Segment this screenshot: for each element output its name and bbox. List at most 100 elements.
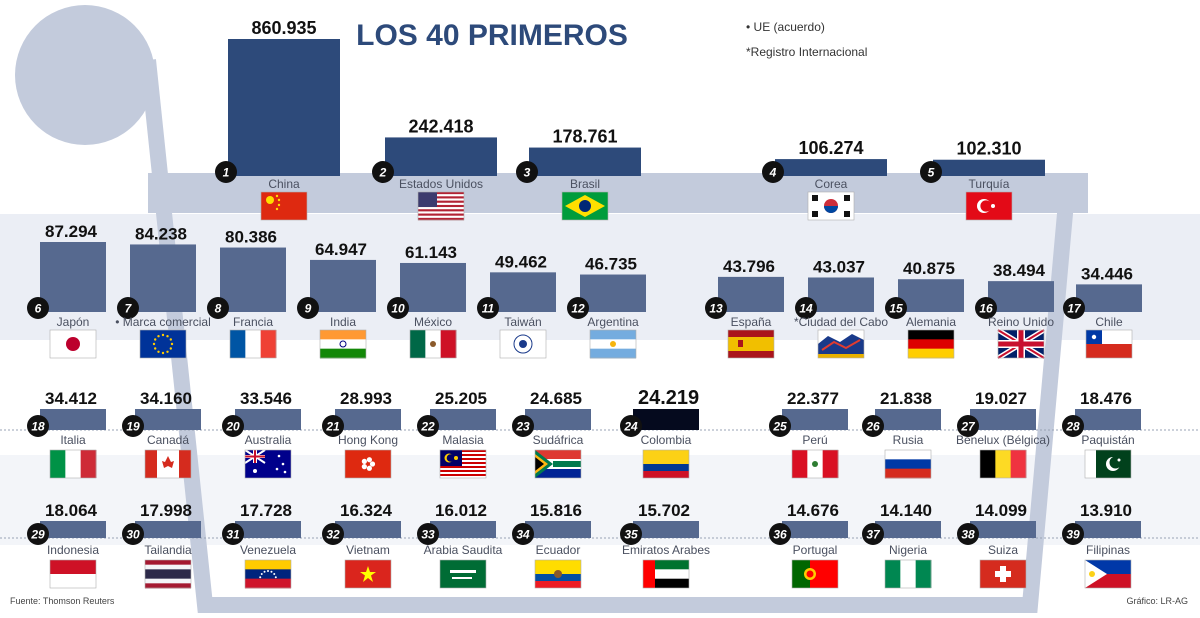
rank-number: 15 <box>889 302 903 316</box>
bar <box>1076 284 1142 312</box>
value-label: 64.947 <box>315 240 367 259</box>
flag-ch-icon <box>979 559 1027 589</box>
value-label: 34.160 <box>140 389 192 408</box>
country-name: Paquistán <box>1081 433 1134 447</box>
value-label: 17.728 <box>240 501 292 520</box>
flag-au-icon <box>244 449 292 479</box>
rank-badge <box>1062 523 1084 545</box>
rank-number: 28 <box>1065 420 1080 434</box>
rank-badge <box>122 523 144 545</box>
bar <box>430 521 496 538</box>
rank-number: 30 <box>126 528 140 542</box>
credit-note: Gráfico: LR-AG <box>1126 596 1188 606</box>
rank-number: 21 <box>325 420 340 434</box>
country-name: Australia <box>245 433 292 447</box>
bar-item-1: 860.935 1 China <box>215 18 340 221</box>
rank-badge <box>222 415 244 437</box>
rank-number: 32 <box>326 528 340 542</box>
rank-badge <box>417 415 439 437</box>
flag-es-icon <box>727 329 775 359</box>
rank-number: 16 <box>979 302 993 316</box>
country-name: Suiza <box>988 543 1018 557</box>
rank-badge <box>215 161 237 183</box>
flag-th-icon <box>144 559 192 589</box>
bar <box>970 521 1036 538</box>
flag-eu-icon <box>139 329 187 359</box>
country-name: Emiratos Arabes <box>622 543 710 557</box>
bar <box>40 521 106 538</box>
chart-marks: 860.935 1 China 242.418 2 Estados Unidos 178.7… <box>27 18 1142 589</box>
bar <box>875 409 941 430</box>
value-label: 87.294 <box>45 222 98 241</box>
flag-id-icon <box>49 559 97 589</box>
flag-ng-icon <box>884 559 932 589</box>
country-name: Ecuador <box>536 543 581 557</box>
flag-pt-icon <box>791 559 839 589</box>
value-label: 21.838 <box>880 389 932 408</box>
rank-number: 4 <box>769 166 777 180</box>
rank-badge <box>862 415 884 437</box>
country-name: Taiwán <box>504 315 541 329</box>
rank-number: 37 <box>866 528 881 542</box>
rank-badge <box>1063 297 1085 319</box>
rank-badge <box>417 523 439 545</box>
country-name: Argentina <box>587 315 639 329</box>
bar <box>775 159 887 176</box>
value-label: 84.238 <box>135 224 187 243</box>
bar <box>970 409 1036 430</box>
flag-pe-icon <box>791 449 839 479</box>
country-name: Corea <box>815 177 848 191</box>
bar <box>40 409 106 430</box>
rank-badge <box>122 415 144 437</box>
rank-number: 27 <box>960 420 976 434</box>
value-label: 16.012 <box>435 501 487 520</box>
bar <box>130 244 196 312</box>
country-name: *Ciudad del Cabo <box>794 315 888 329</box>
flag-mx-icon <box>409 329 457 359</box>
bar <box>718 276 784 312</box>
country-name: Nigeria <box>889 543 927 557</box>
bar <box>898 279 964 312</box>
bar-item-14: 43.037 14*Ciudad del Cabo <box>794 257 888 359</box>
country-name: Alemania <box>906 315 956 329</box>
bar <box>988 281 1054 312</box>
bar-item-5: 102.310 5 Turquía <box>920 139 1045 221</box>
country-name: Francia <box>233 315 273 329</box>
rank-badge <box>920 161 942 183</box>
rank-badge <box>117 297 139 319</box>
bar <box>235 409 301 430</box>
rank-badge <box>322 523 344 545</box>
bar-item-9: 64.947 9 India <box>297 240 376 359</box>
value-label: 46.735 <box>585 255 637 274</box>
bar-item-13: 43.796 13 España <box>705 257 784 359</box>
bar <box>525 521 591 538</box>
country-name: Turquía <box>969 177 1010 191</box>
flag-jp-icon <box>49 329 97 359</box>
source-note: Fuente: Thomson Reuters <box>10 596 115 606</box>
rank-badge <box>222 523 244 545</box>
note-registro: *Registro Internacional <box>746 45 867 59</box>
rank-number: 1 <box>223 166 230 180</box>
country-name: • Marca comercial <box>115 315 211 329</box>
decor-circle <box>15 5 155 145</box>
flag-ec-icon <box>534 559 582 589</box>
flag-sa-icon <box>439 559 487 589</box>
flag-ae-icon <box>642 559 690 589</box>
bar <box>135 521 201 538</box>
rank-badge <box>27 523 49 545</box>
flag-hk-icon <box>344 449 392 479</box>
country-name: Italia <box>60 433 86 447</box>
country-name: Rusia <box>893 433 924 447</box>
value-label: 106.274 <box>798 138 863 158</box>
